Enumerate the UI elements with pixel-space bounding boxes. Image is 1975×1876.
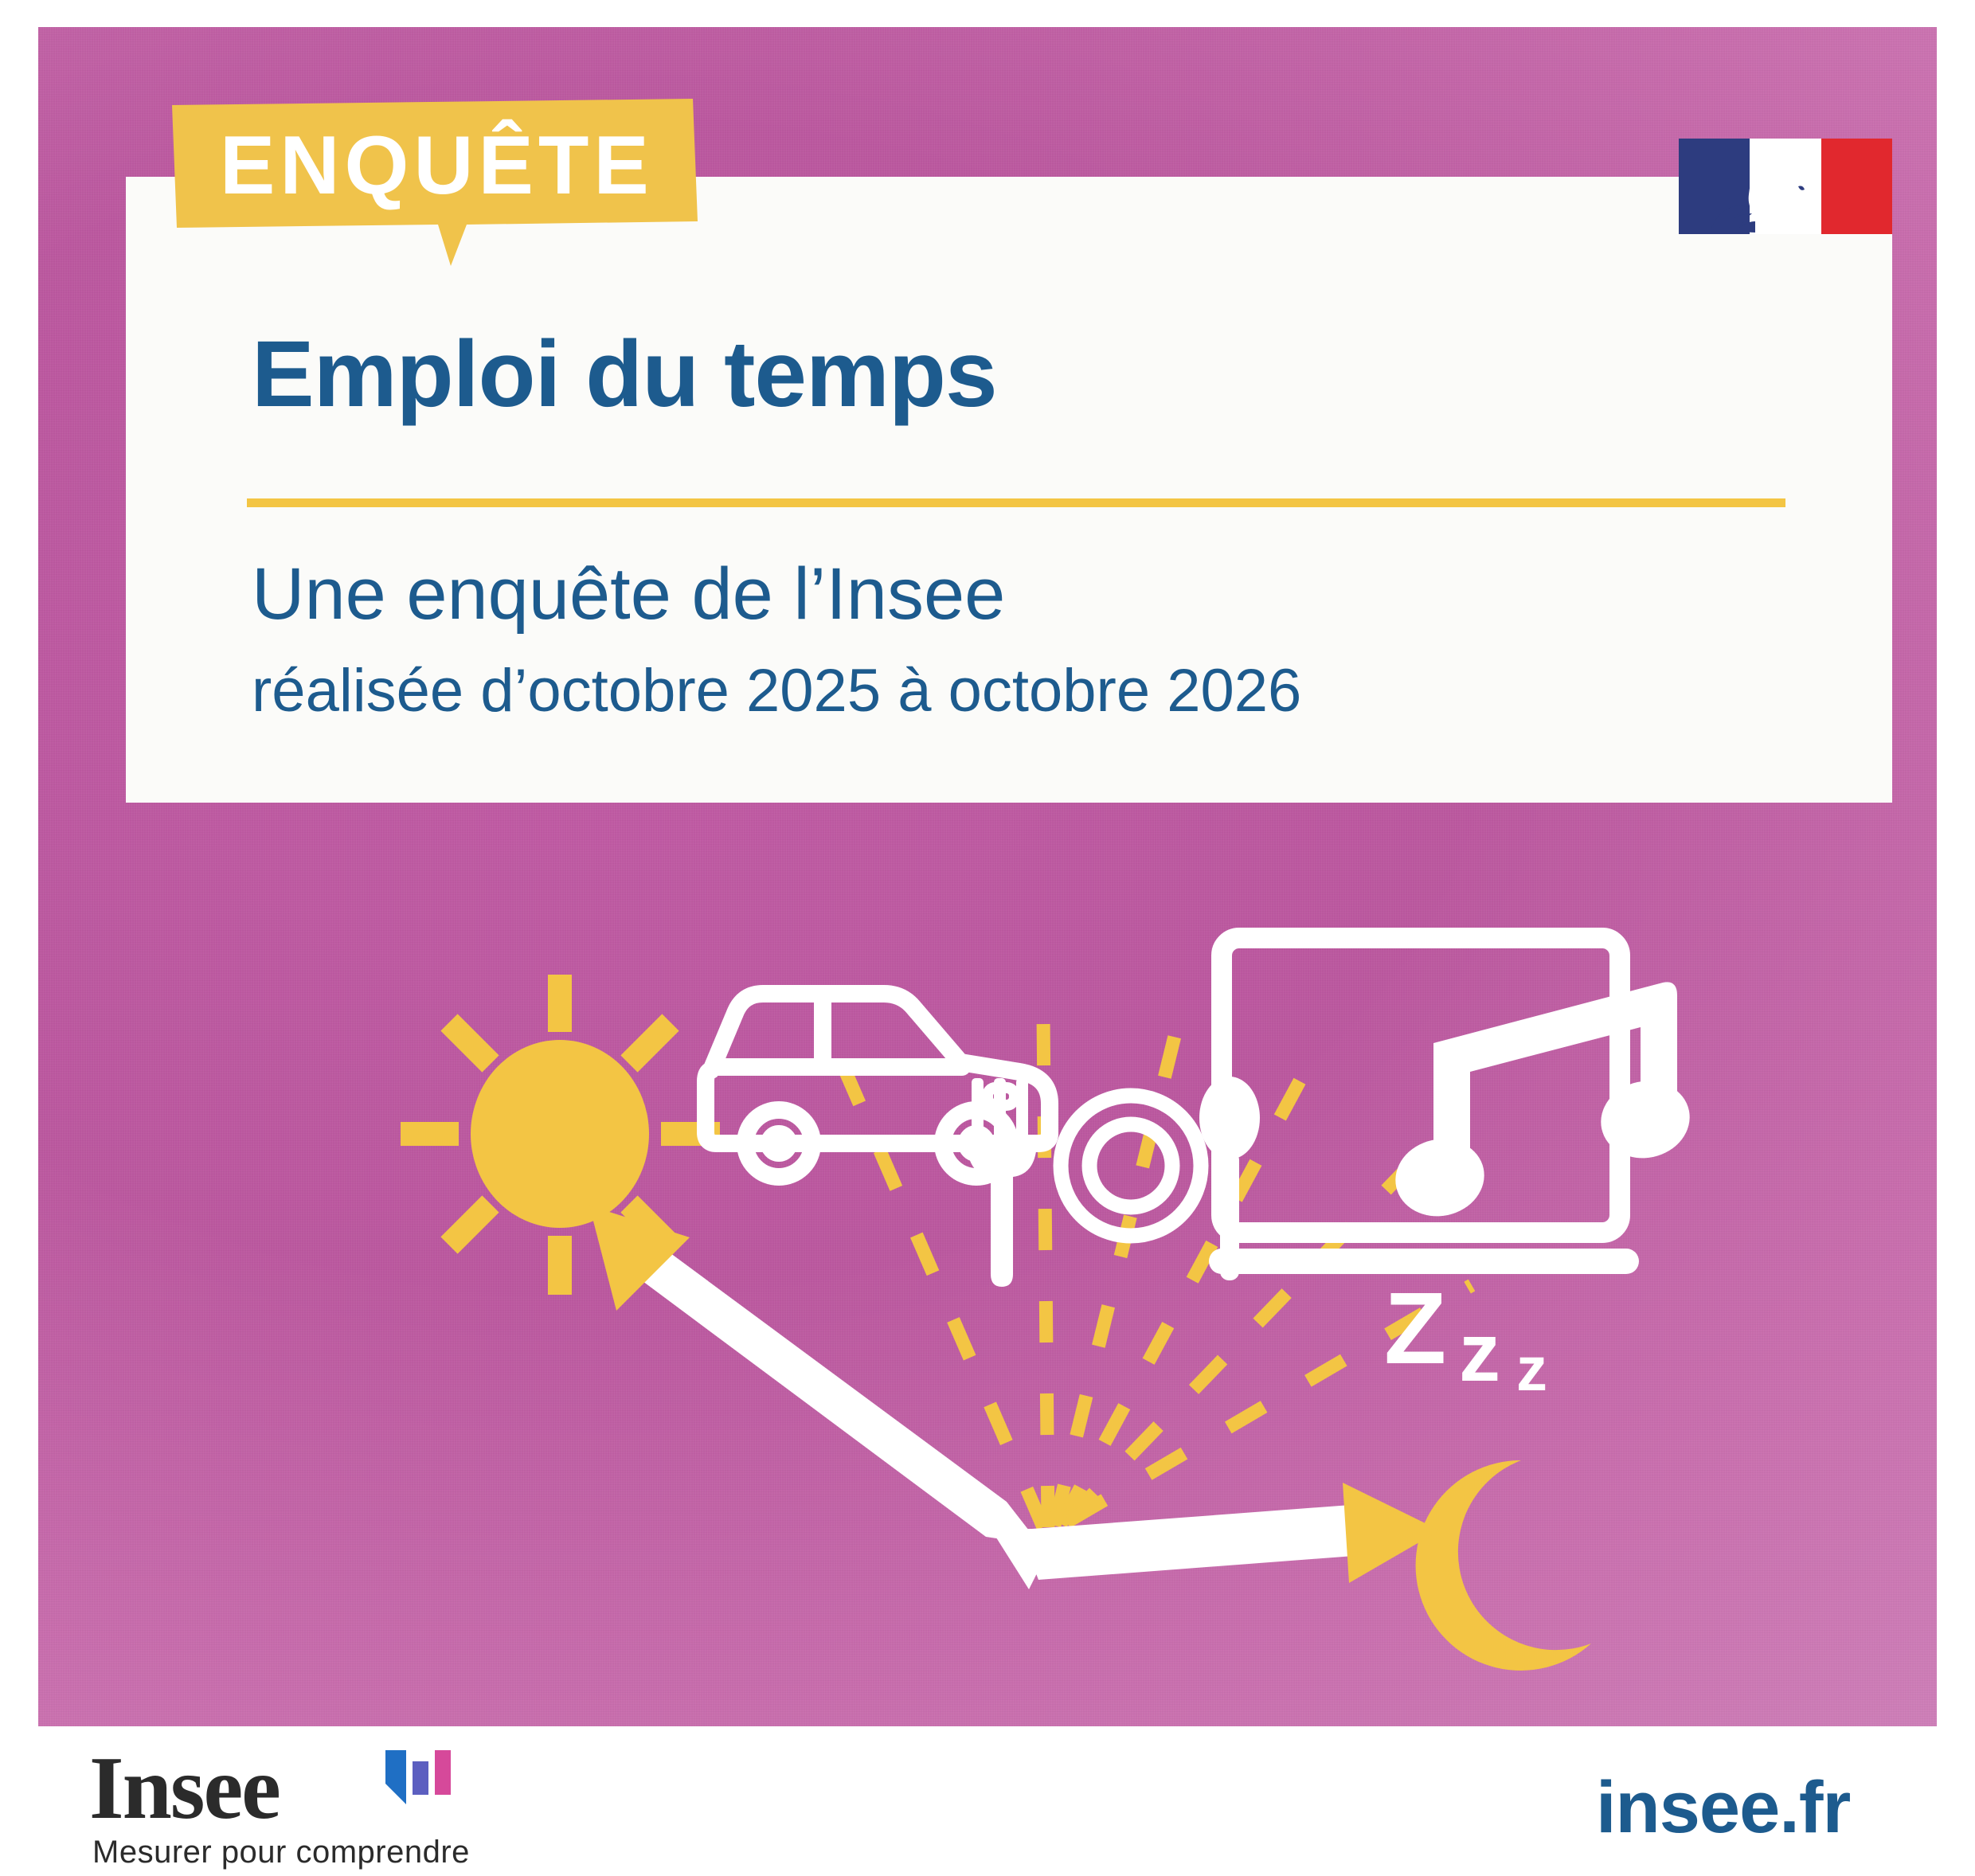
moon-icon: [1415, 1460, 1591, 1671]
title-divider: [247, 498, 1785, 507]
insee-logo-wordmark: Insee: [89, 1739, 281, 1838]
sleep-zzz-icon: Z z z: [1384, 1272, 1547, 1404]
insee-logo-tagline: Mesurer pour comprendre: [92, 1835, 470, 1870]
page-title: Emploi du temps: [252, 322, 998, 427]
insee-logo[interactable]: Insee Mesurer pour comprendre: [89, 1744, 469, 1870]
laptop-icon: [1209, 928, 1639, 1274]
poster-card: Z z z Emploi du temps: [38, 27, 1937, 1726]
svg-text:z: z: [1459, 1307, 1500, 1399]
svg-text:z: z: [1516, 1334, 1547, 1404]
svg-text:Z: Z: [1384, 1272, 1446, 1386]
insee-website-link[interactable]: insee.fr: [1596, 1767, 1851, 1848]
badge-shape: [172, 99, 698, 266]
music-note-icon: [1395, 982, 1690, 1217]
french-republic-marianne-flag-icon: [1679, 139, 1892, 234]
survey-date-range: réalisée d’octobre 2025 à octobre 2026: [252, 657, 1302, 725]
page-subtitle: Une enquête de l’Insee: [252, 553, 1006, 635]
enquete-badge-label: ENQUÊTE: [220, 119, 654, 212]
header-panel: [126, 177, 1892, 803]
ray-dashes-group: [828, 1014, 1476, 1530]
illustration-clock: Z z z: [401, 928, 1690, 1671]
bar-chart-logo-icon: [385, 1750, 451, 1804]
clock-hands-group: [589, 1206, 1440, 1589]
sun-icon: [401, 975, 720, 1295]
enquete-badge: ENQUÊTE: [158, 94, 707, 277]
